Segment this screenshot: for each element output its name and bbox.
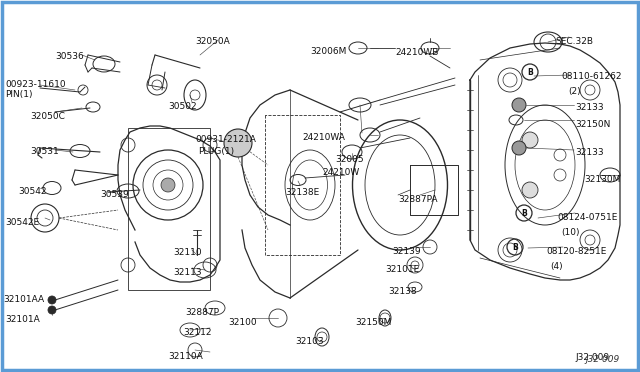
Text: 24210W: 24210W xyxy=(322,168,359,177)
Text: 32138: 32138 xyxy=(388,287,417,296)
Circle shape xyxy=(224,129,252,157)
Text: 30539: 30539 xyxy=(100,190,129,199)
Text: 30536: 30536 xyxy=(55,52,84,61)
Text: 32101A: 32101A xyxy=(5,315,40,324)
Text: 08120-8251E: 08120-8251E xyxy=(546,247,606,256)
Text: 32100: 32100 xyxy=(228,318,257,327)
Text: 24210WA: 24210WA xyxy=(302,133,345,142)
Text: 32005: 32005 xyxy=(335,155,364,164)
Text: 30531: 30531 xyxy=(30,147,59,156)
Circle shape xyxy=(48,296,56,304)
Text: (10): (10) xyxy=(561,228,579,237)
Text: 32887PA: 32887PA xyxy=(398,195,438,204)
Text: PIN(1): PIN(1) xyxy=(5,90,33,99)
Text: 32110A: 32110A xyxy=(168,352,203,361)
Text: (2): (2) xyxy=(568,87,580,96)
Text: 00931-2121A: 00931-2121A xyxy=(195,135,256,144)
Text: 00923-11610: 00923-11610 xyxy=(5,80,66,89)
Circle shape xyxy=(522,182,538,198)
Text: 32112: 32112 xyxy=(183,328,211,337)
Text: 32006M: 32006M xyxy=(310,47,346,56)
Text: 32101AA: 32101AA xyxy=(3,295,44,304)
Text: B: B xyxy=(521,208,527,218)
Text: J32 009: J32 009 xyxy=(575,353,609,362)
Text: 32050C: 32050C xyxy=(30,112,65,121)
Text: 32887P: 32887P xyxy=(185,308,219,317)
Text: J32 009: J32 009 xyxy=(585,355,620,364)
Text: 30542E: 30542E xyxy=(5,218,39,227)
Text: 32133: 32133 xyxy=(575,103,604,112)
Text: 08124-0751E: 08124-0751E xyxy=(557,213,618,222)
Circle shape xyxy=(512,141,526,155)
Text: B: B xyxy=(527,67,533,77)
Circle shape xyxy=(161,178,175,192)
Text: B: B xyxy=(512,243,518,251)
Circle shape xyxy=(512,98,526,112)
Text: 32103: 32103 xyxy=(295,337,324,346)
Text: 32138E: 32138E xyxy=(285,188,319,197)
Text: 32133: 32133 xyxy=(575,148,604,157)
Text: 24210WB: 24210WB xyxy=(395,48,438,57)
Text: PLUG(1): PLUG(1) xyxy=(198,147,234,156)
Text: 32150M: 32150M xyxy=(355,318,392,327)
Text: 32110: 32110 xyxy=(173,248,202,257)
Text: 30542: 30542 xyxy=(18,187,47,196)
Text: (4): (4) xyxy=(550,262,563,271)
Circle shape xyxy=(522,132,538,148)
Text: 32101E: 32101E xyxy=(385,265,419,274)
Text: 32130M: 32130M xyxy=(584,175,620,184)
Text: 32150N: 32150N xyxy=(575,120,611,129)
Text: 30502: 30502 xyxy=(168,102,196,111)
Text: 32050A: 32050A xyxy=(195,37,230,46)
Text: 32113: 32113 xyxy=(173,268,202,277)
Text: SEC.32B: SEC.32B xyxy=(555,37,593,46)
Text: 32139: 32139 xyxy=(392,247,420,256)
Text: 08110-61262: 08110-61262 xyxy=(561,72,621,81)
Circle shape xyxy=(48,306,56,314)
